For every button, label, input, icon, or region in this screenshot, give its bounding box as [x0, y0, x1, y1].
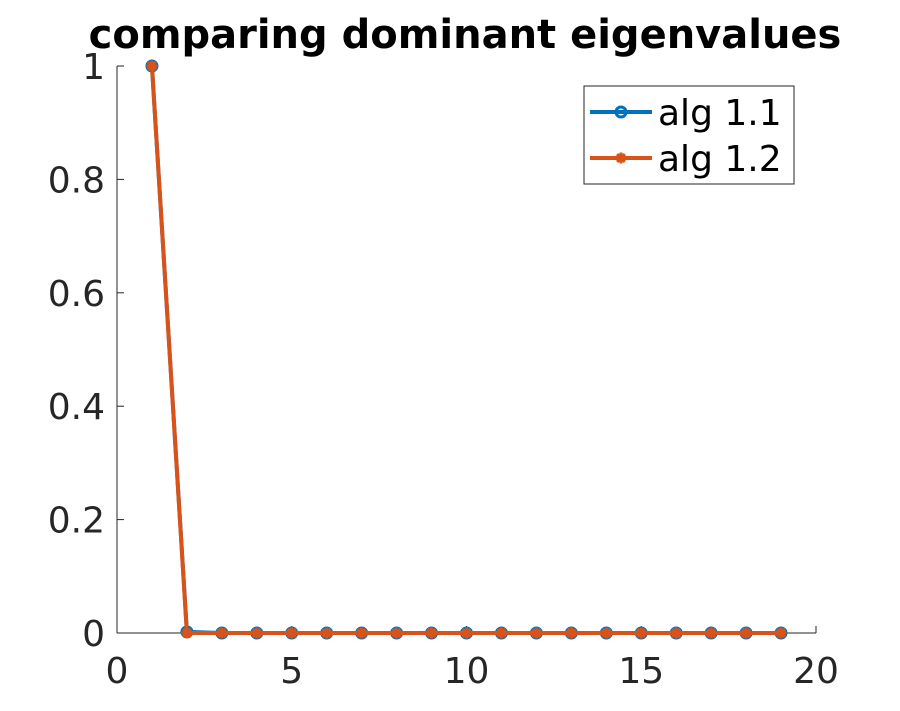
x-tick-label: 15 — [618, 651, 664, 692]
tick-labels: 0 5 10 15 20 0 0.2 0.4 0.6 0.8 1 — [48, 47, 839, 692]
x-tick-label: 20 — [793, 651, 839, 692]
y-tick-label: 0 — [82, 614, 105, 655]
data-point — [775, 627, 787, 639]
series-layer — [145, 59, 788, 640]
data-point — [705, 627, 717, 639]
data-point — [426, 627, 438, 639]
y-tick-label: 1 — [82, 47, 105, 88]
legend-marker — [614, 105, 628, 119]
data-point — [495, 627, 507, 639]
legend: alg 1.1 alg 1.2 — [583, 85, 795, 185]
data-point — [530, 627, 542, 639]
y-tick-label: 0.6 — [48, 274, 105, 315]
data-point — [391, 627, 403, 639]
y-tick-label: 0.8 — [48, 160, 105, 201]
data-point — [461, 627, 472, 639]
data-point — [635, 627, 647, 639]
legend-label: alg 1.1 — [658, 93, 782, 134]
data-point — [286, 627, 298, 639]
data-point — [321, 627, 333, 639]
data-point — [600, 627, 612, 639]
chart-title: comparing dominant eigenvalues — [89, 12, 842, 58]
data-point — [740, 627, 752, 639]
series-alg-1-2 — [146, 60, 787, 639]
legend-box — [583, 85, 795, 185]
x-tick-label: 5 — [280, 651, 303, 692]
x-tick-label: 0 — [106, 651, 129, 692]
y-tick-label: 0.2 — [48, 501, 105, 542]
data-point — [251, 627, 263, 639]
x-tick-label: 10 — [444, 651, 490, 692]
legend-marker — [615, 152, 627, 164]
data-point — [670, 627, 682, 639]
data-point — [216, 627, 228, 639]
legend-label: alg 1.2 — [658, 139, 782, 180]
data-point — [565, 627, 577, 639]
data-point — [146, 60, 158, 72]
data-point — [181, 627, 193, 639]
data-point — [356, 627, 368, 639]
y-tick-label: 0.4 — [48, 387, 105, 428]
